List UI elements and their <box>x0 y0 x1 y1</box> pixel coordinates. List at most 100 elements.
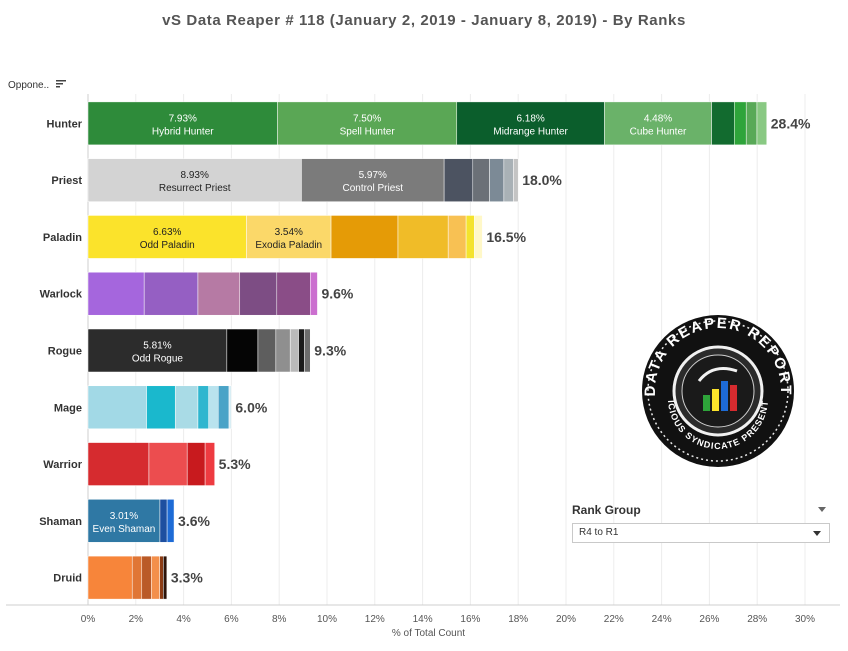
bar-segment[interactable] <box>197 271 241 316</box>
segment-value-label: 7.93% <box>169 113 197 124</box>
x-tick-label: 2% <box>129 614 144 625</box>
bar-total-label: 16.5% <box>486 229 526 245</box>
bar-segment[interactable] <box>447 215 467 259</box>
bar-segment[interactable] <box>143 271 199 316</box>
bar-segment[interactable] <box>87 271 145 316</box>
sort-control[interactable]: Oppone.. <box>8 80 66 91</box>
x-tick-label: 0% <box>81 614 96 625</box>
segment-value-label: 5.81% <box>143 341 171 352</box>
bar-total-label: 9.6% <box>321 286 353 302</box>
bar-segment[interactable] <box>87 499 161 543</box>
x-tick-label: 30% <box>795 614 815 625</box>
x-tick-label: 22% <box>604 614 624 625</box>
x-tick-label: 8% <box>272 614 287 625</box>
category-label: Rogue <box>48 346 82 358</box>
bar-segment[interactable] <box>159 499 168 543</box>
bar-segment[interactable] <box>304 328 311 373</box>
bar-segment[interactable] <box>257 328 277 373</box>
bar-segment[interactable] <box>330 215 399 259</box>
bar-segment[interactable] <box>87 101 278 146</box>
category-label: Druid <box>53 573 82 585</box>
segment-archetype-label: Exodia Paladin <box>255 240 322 251</box>
segment-archetype-label: Midrange Hunter <box>493 126 568 137</box>
x-tick-label: 6% <box>224 614 239 625</box>
bar-segment[interactable] <box>756 101 768 146</box>
category-label: Shaman <box>39 516 82 528</box>
rank-group-filter: Rank Group R4 to R1 <box>572 503 830 543</box>
segment-value-label: 3.54% <box>275 227 303 238</box>
bar-segment[interactable] <box>503 158 514 202</box>
filter-menu-icon[interactable] <box>818 507 826 512</box>
segment-archetype-label: Odd Paladin <box>140 240 195 251</box>
bar-segment[interactable] <box>174 385 199 430</box>
x-tick-label: 24% <box>652 614 672 625</box>
bar-segment[interactable] <box>141 555 152 600</box>
bar-segment[interactable] <box>226 328 259 373</box>
bar-segment[interactable] <box>711 101 735 146</box>
bar-segment[interactable] <box>246 215 332 259</box>
bar-segment[interactable] <box>148 442 188 486</box>
bar-segment[interactable] <box>87 385 147 430</box>
bar-segment[interactable] <box>87 158 302 202</box>
bar-segment[interactable] <box>166 499 175 543</box>
segment-archetype-label: Cube Hunter <box>630 126 687 137</box>
segment-value-label: 8.93% <box>181 170 209 181</box>
rank-group-dropdown[interactable]: R4 to R1 <box>572 523 830 543</box>
bar-segment[interactable] <box>472 158 490 202</box>
x-tick-label: 14% <box>413 614 433 625</box>
segment-value-label: 6.63% <box>153 227 181 238</box>
bar-segment[interactable] <box>465 215 475 259</box>
bar-total-label: 3.3% <box>171 570 203 586</box>
segment-value-label: 5.97% <box>359 170 387 181</box>
bar-segment[interactable] <box>159 555 164 600</box>
x-tick-label: 28% <box>747 614 767 625</box>
bar-segment[interactable] <box>218 385 230 430</box>
chevron-down-icon[interactable] <box>813 531 821 536</box>
segment-archetype-label: Odd Rogue <box>132 354 184 365</box>
segment-value-label: 7.50% <box>353 113 381 124</box>
bar-segment[interactable] <box>443 158 474 202</box>
bar-segment[interactable] <box>489 158 505 202</box>
bar-segment[interactable] <box>131 555 143 600</box>
segment-value-label: 4.48% <box>644 113 672 124</box>
category-label: Hunter <box>47 118 83 130</box>
bar-total-label: 9.3% <box>314 343 346 359</box>
bar-segment[interactable] <box>275 328 291 373</box>
bar-segment[interactable] <box>397 215 449 259</box>
bar-segment[interactable] <box>146 385 176 430</box>
bar-segment[interactable] <box>208 385 219 430</box>
bar-total-label: 6.0% <box>235 399 267 415</box>
bar-segment[interactable] <box>87 555 133 600</box>
bar-total-label: 5.3% <box>219 456 251 472</box>
bar-segment[interactable] <box>204 442 215 486</box>
x-tick-label: 20% <box>556 614 576 625</box>
sort-icon[interactable] <box>55 80 66 91</box>
bar-segment[interactable] <box>228 385 232 430</box>
bar-segment[interactable] <box>456 101 605 146</box>
category-label: Mage <box>54 402 82 414</box>
bar-segment[interactable] <box>310 271 318 316</box>
bar-segment[interactable] <box>277 101 458 146</box>
segment-archetype-label: Even Shaman <box>93 524 156 535</box>
bar-segment[interactable] <box>186 442 206 486</box>
bar-segment[interactable] <box>87 215 247 259</box>
x-tick-label: 10% <box>317 614 337 625</box>
bar-segment[interactable] <box>239 271 278 316</box>
bar-segment[interactable] <box>276 271 311 316</box>
bar-segment[interactable] <box>474 215 483 259</box>
bar-segment[interactable] <box>298 328 305 373</box>
bar-segment[interactable] <box>734 101 747 146</box>
bar-segment[interactable] <box>151 555 160 600</box>
x-tick-label: 26% <box>699 614 719 625</box>
bar-segment[interactable] <box>289 328 299 373</box>
chart-title: vS Data Reaper # 118 (January 2, 2019 - … <box>162 12 686 29</box>
bar-total-label: 18.0% <box>522 172 562 188</box>
bar-segment[interactable] <box>197 385 209 430</box>
bar-segment[interactable] <box>513 158 519 202</box>
bar-segment[interactable] <box>163 555 168 600</box>
bar-segment[interactable] <box>745 101 758 146</box>
category-label: Warlock <box>40 289 83 301</box>
bar-segment[interactable] <box>87 328 228 373</box>
bar-segment[interactable] <box>87 442 150 486</box>
